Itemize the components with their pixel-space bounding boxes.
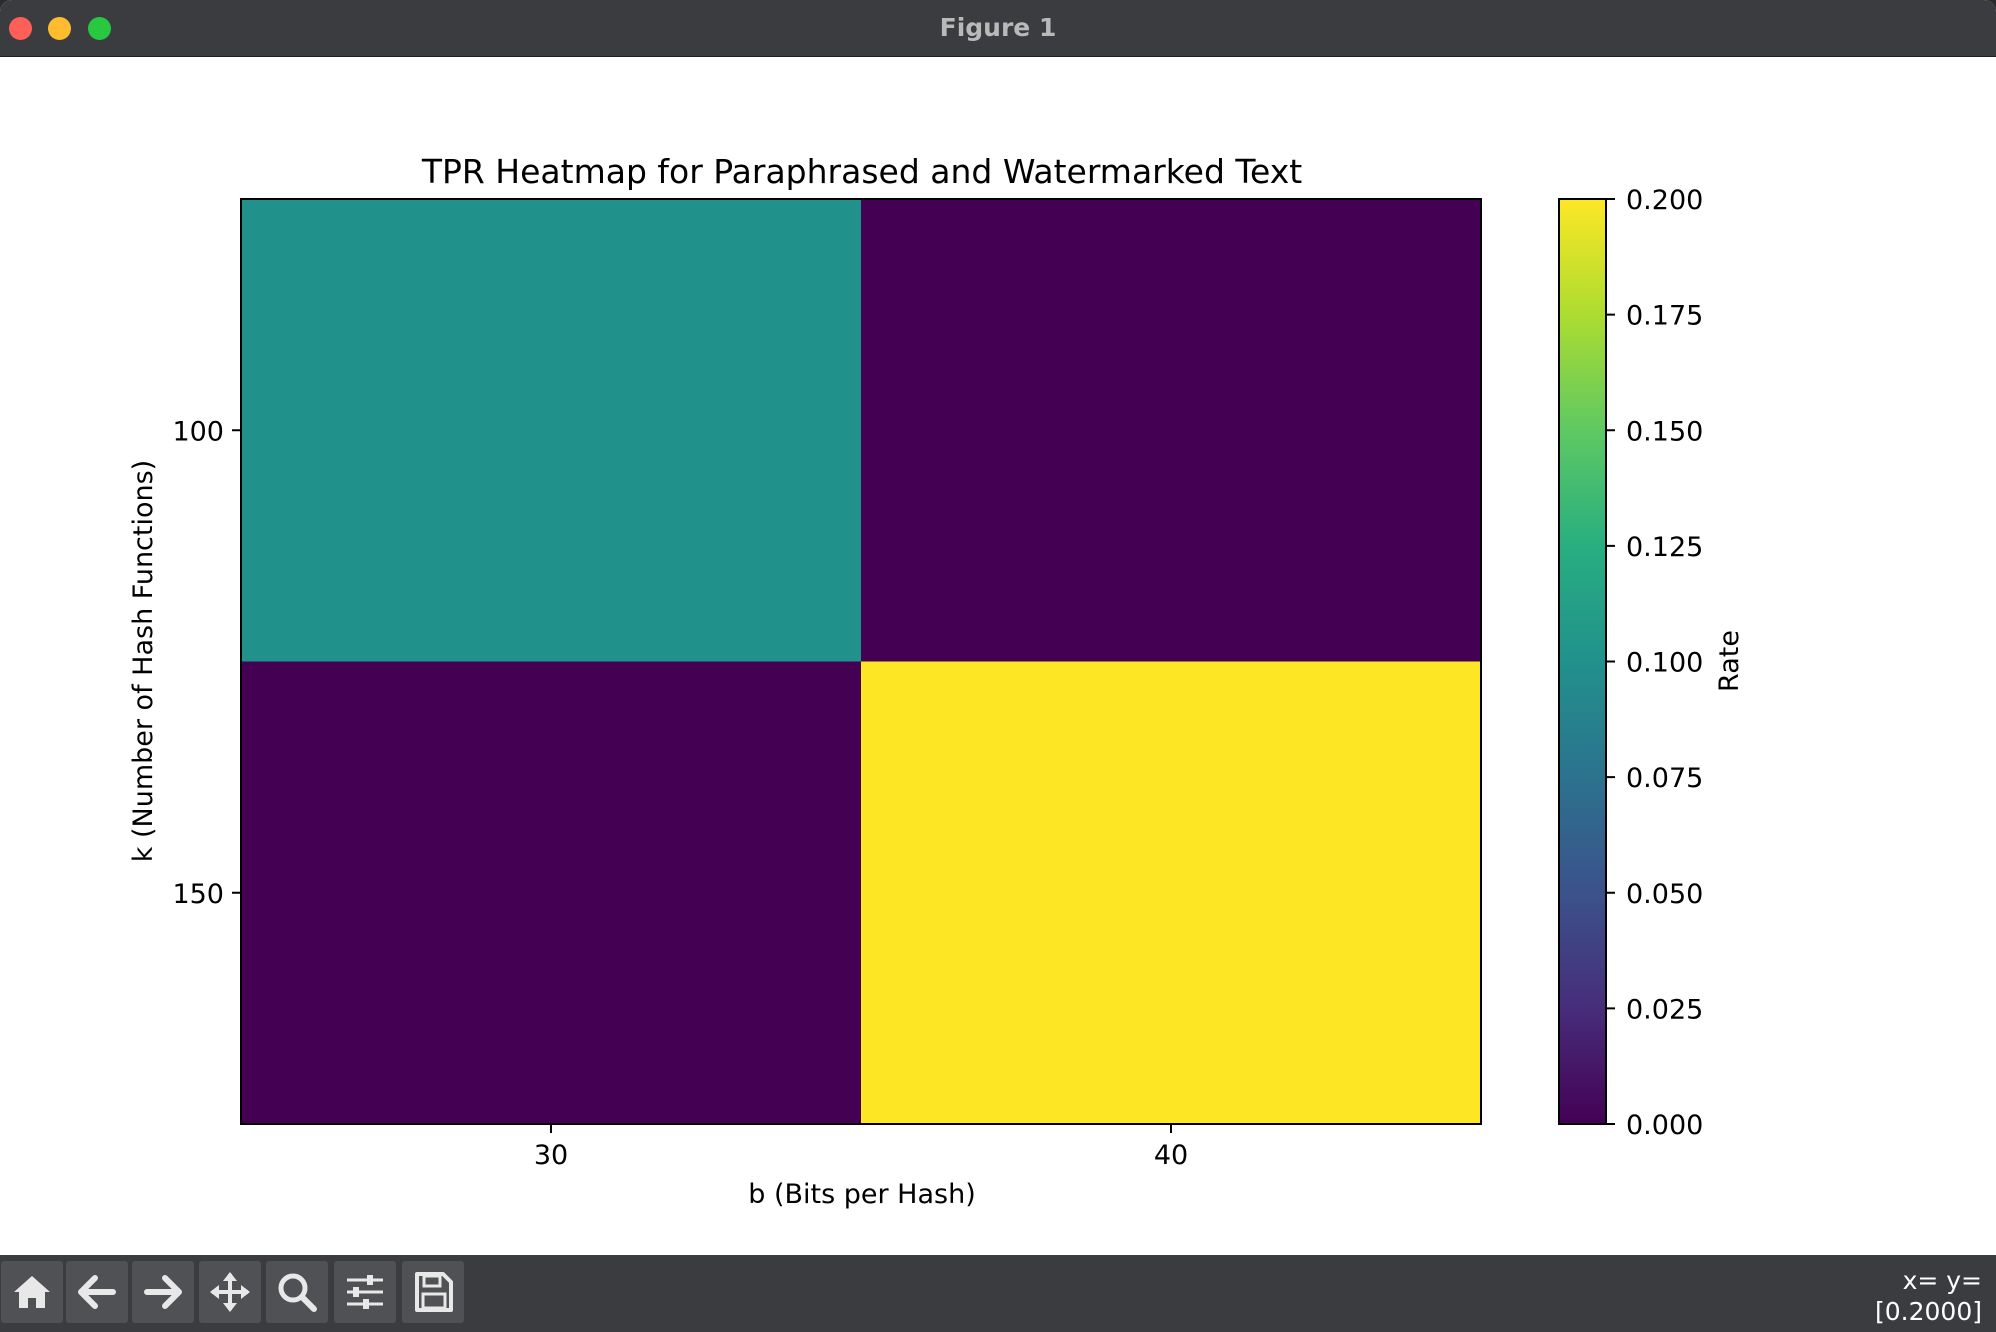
- heatmap-cell: [241, 199, 861, 662]
- move-icon: [210, 1272, 250, 1312]
- heatmap-cells: [241, 199, 1481, 1124]
- figure-canvas[interactable]: TPR Heatmap for Paraphrased and Watermar…: [0, 57, 1996, 1255]
- colorbar-ticks: 0.000 0.025 0.050 0.075 0.100 0.125 0.150 0.175…: [1606, 185, 1703, 1141]
- home-button[interactable]: [1, 1261, 63, 1323]
- forward-button[interactable]: [132, 1261, 194, 1323]
- back-button[interactable]: [66, 1261, 128, 1323]
- y-axis-label: k (Number of Hash Functions): [128, 460, 159, 862]
- colorbar-tick-label: 0.050: [1626, 879, 1703, 910]
- colorbar-tick-label: 0.025: [1626, 994, 1703, 1025]
- pan-button[interactable]: [199, 1261, 261, 1323]
- save-icon: [415, 1272, 453, 1312]
- colorbar-tick-label: 0.100: [1626, 648, 1703, 679]
- colorbar: [1558, 198, 1607, 1125]
- maximize-button[interactable]: [88, 17, 111, 40]
- heatmap-cell: [241, 661, 861, 1124]
- plot-frame: [240, 198, 1482, 1125]
- x-tick-label: 30: [534, 1140, 568, 1171]
- colorbar-tick-label: 0.125: [1626, 532, 1703, 563]
- arrow-right-icon: [144, 1275, 182, 1309]
- coordinate-readout: x= y= [0.2000]: [1875, 1265, 1982, 1327]
- colorbar-tick-label: 0.150: [1626, 416, 1703, 447]
- x-tick-label: 40: [1154, 1140, 1188, 1171]
- coords-line-2: [0.2000]: [1875, 1297, 1982, 1326]
- y-axis-ticks: 100 150: [172, 416, 241, 910]
- heatmap-chart: TPR Heatmap for Paraphrased and Watermar…: [128, 152, 1745, 1210]
- colorbar-tick-label: 0.000: [1626, 1110, 1703, 1141]
- close-button[interactable]: [9, 17, 32, 40]
- x-axis-label: b (Bits per Hash): [748, 1179, 976, 1210]
- arrow-left-icon: [78, 1275, 116, 1309]
- y-tick-label: 100: [172, 416, 224, 447]
- zoom-button[interactable]: [266, 1261, 328, 1323]
- window-title: Figure 1: [939, 13, 1057, 42]
- save-button[interactable]: [402, 1261, 464, 1323]
- heatmap-cell: [861, 199, 1481, 662]
- search-icon: [278, 1273, 317, 1312]
- sliders-icon: [347, 1275, 383, 1309]
- minimize-button[interactable]: [48, 17, 71, 40]
- title-bar: Figure 1: [0, 0, 1996, 57]
- configure-subplots-button[interactable]: [334, 1261, 396, 1323]
- colorbar-tick-label: 0.075: [1626, 763, 1703, 794]
- x-axis-ticks: 30 40: [534, 1124, 1188, 1171]
- navigation-toolbar: x= y= [0.2000]: [0, 1255, 1996, 1332]
- colorbar-label: Rate: [1714, 630, 1745, 692]
- y-tick-label: 150: [172, 879, 224, 910]
- heatmap-cell: [861, 661, 1481, 1124]
- coords-line-1: x= y=: [1902, 1266, 1982, 1295]
- colorbar-tick-label: 0.200: [1626, 185, 1703, 216]
- colorbar-tick-label: 0.175: [1626, 301, 1703, 332]
- chart-title: TPR Heatmap for Paraphrased and Watermar…: [421, 152, 1302, 191]
- home-icon: [14, 1276, 50, 1308]
